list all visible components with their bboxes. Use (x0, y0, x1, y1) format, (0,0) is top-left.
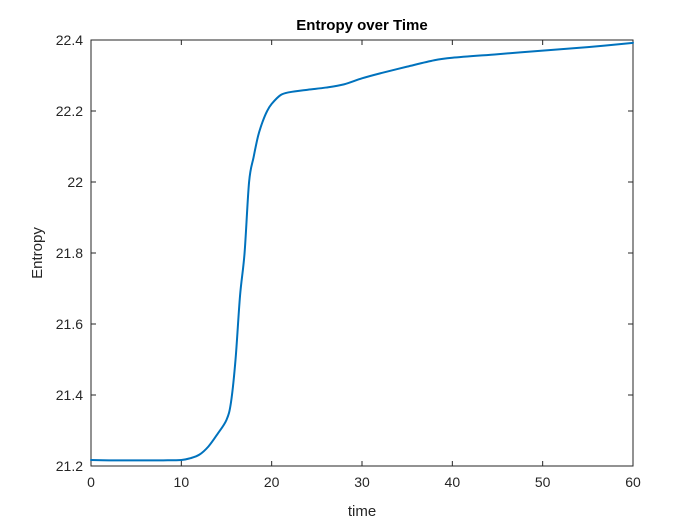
y-axis-label: Entropy (29, 227, 46, 279)
x-tick-label: 10 (174, 474, 190, 490)
chart-title: Entropy over Time (296, 17, 427, 34)
axes: 0 10 20 30 40 50 60 21.2 21.4 21.6 21.8 22 22.2 22.4 (56, 32, 641, 490)
y-tick-label: 21.6 (56, 316, 83, 332)
y-tick-label: 21.2 (56, 458, 83, 474)
series-line-entropy (90, 41, 634, 462)
y-tick-label: 22.2 (56, 103, 83, 119)
plot-area-box (90, 39, 634, 467)
x-tick-label: 40 (445, 474, 461, 490)
x-tick-label: 20 (264, 474, 280, 490)
y-tick-label: 22 (67, 174, 83, 190)
x-axis-label: time (348, 503, 376, 520)
x-tick-label: 0 (87, 474, 95, 490)
x-tick-label: 50 (535, 474, 551, 490)
x-tick-label: 30 (354, 474, 370, 490)
y-tick-label: 22.4 (56, 32, 83, 48)
y-tick-label: 21.8 (56, 245, 83, 261)
x-tick-label: 60 (625, 474, 641, 490)
y-tick-label: 21.4 (56, 387, 83, 403)
series-layer (90, 41, 634, 462)
